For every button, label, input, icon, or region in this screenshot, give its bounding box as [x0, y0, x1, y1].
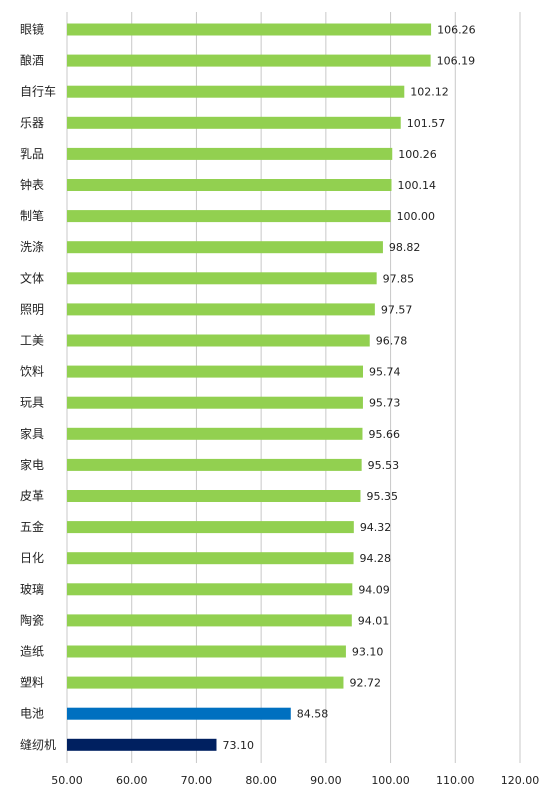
category-label: 眼镜	[20, 22, 44, 37]
x-tick-label: 100.00	[371, 774, 410, 787]
category-label: 制笔	[20, 208, 44, 223]
bar	[67, 738, 217, 751]
gridlines	[66, 12, 521, 763]
category-label: 工美	[20, 334, 44, 348]
value-labels: 106.26 106.19 102.12 101.57 100.26 100.14 100.…	[222, 24, 475, 752]
bar	[67, 645, 346, 658]
category-label: 日化	[20, 551, 44, 565]
bar	[67, 116, 401, 129]
value-label: 94.01	[358, 614, 390, 627]
category-label: 塑料	[20, 675, 44, 690]
value-label: 84.58	[297, 708, 329, 721]
category-labels: 眼镜酿酒自行车乐器乳品钟表制笔洗涤文体照明工美饮料玩具家具家电皮革五金日化玻璃陶…	[20, 22, 56, 752]
value-label: 100.00	[397, 210, 436, 223]
value-label: 94.32	[360, 521, 392, 534]
category-label: 照明	[20, 302, 44, 316]
x-tick-label: 120.00	[501, 774, 540, 787]
value-label: 94.28	[360, 552, 392, 565]
bar	[67, 458, 362, 471]
category-label: 饮料	[20, 365, 44, 379]
bar	[67, 54, 431, 67]
value-label: 100.26	[398, 148, 437, 161]
category-label: 玩具	[20, 396, 44, 410]
bar	[67, 334, 370, 347]
value-label: 95.35	[366, 490, 398, 503]
value-label: 92.72	[349, 677, 381, 690]
category-label: 家电	[20, 457, 44, 472]
x-tick-label: 60.00	[116, 774, 148, 787]
x-tick-label: 80.00	[245, 774, 277, 787]
bar	[67, 85, 405, 98]
category-label: 造纸	[20, 645, 44, 659]
bar	[67, 707, 291, 720]
value-label: 98.82	[389, 241, 421, 254]
category-label: 自行车	[20, 84, 56, 99]
bar	[67, 241, 383, 254]
value-label: 95.73	[369, 397, 401, 410]
bars	[67, 23, 432, 751]
x-tick-label: 70.00	[181, 774, 213, 787]
bar	[67, 210, 391, 223]
bar	[67, 614, 352, 627]
category-label: 缝纫机	[20, 737, 56, 752]
value-label: 106.19	[437, 55, 476, 68]
x-tick-label: 90.00	[310, 774, 342, 787]
bar	[67, 490, 361, 502]
category-label: 酿酒	[20, 53, 44, 68]
bar	[67, 676, 344, 689]
category-label: 五金	[20, 519, 44, 534]
value-label: 73.10	[222, 739, 254, 752]
value-label: 93.10	[352, 646, 384, 659]
value-label: 97.57	[381, 303, 413, 316]
value-label: 101.57	[407, 117, 446, 130]
value-label: 95.53	[368, 459, 400, 472]
category-label: 钟表	[20, 177, 44, 192]
bar	[67, 303, 375, 316]
category-label: 文体	[20, 270, 44, 285]
value-label: 106.26	[437, 24, 476, 37]
bar	[67, 427, 363, 440]
value-label: 96.78	[376, 335, 408, 348]
category-label: 皮革	[20, 489, 44, 503]
category-label: 洗涤	[20, 240, 44, 254]
category-label: 乳品	[20, 147, 44, 161]
bar	[67, 272, 377, 285]
category-label: 家具	[20, 426, 44, 441]
value-label: 102.12	[410, 86, 449, 99]
x-tick-label: 50.00	[51, 774, 83, 787]
value-label: 95.74	[369, 366, 401, 379]
category-label: 玻璃	[20, 582, 44, 596]
value-label: 94.09	[358, 583, 390, 596]
bar	[67, 521, 354, 534]
bar	[67, 552, 354, 565]
bar	[67, 147, 393, 160]
value-label: 97.85	[383, 272, 415, 285]
bar	[67, 365, 364, 378]
x-axis-tick-labels: 50.00 60.00 70.00 80.00 90.00 100.00 110.00 120…	[51, 774, 539, 787]
category-label: 陶瓷	[20, 612, 44, 627]
bar	[67, 179, 392, 191]
category-label: 乐器	[20, 116, 44, 130]
value-label: 100.14	[397, 179, 436, 192]
bar	[67, 396, 363, 409]
bar	[67, 23, 432, 36]
category-label: 电池	[20, 707, 44, 721]
bar	[67, 583, 353, 596]
x-tick-label: 110.00	[436, 774, 475, 787]
value-label: 95.66	[368, 428, 400, 441]
